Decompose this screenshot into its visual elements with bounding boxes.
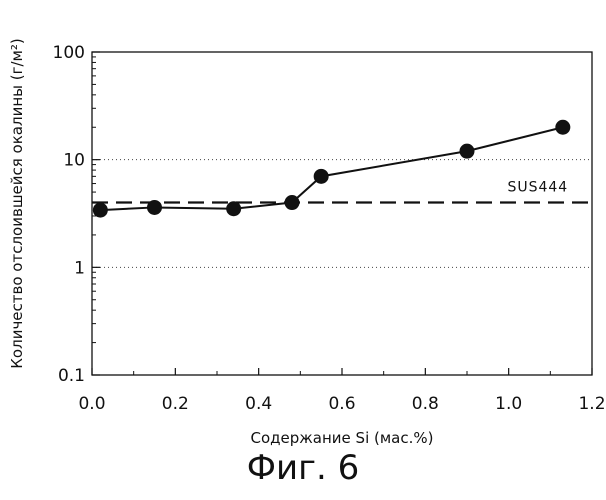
data-point xyxy=(313,168,329,184)
data-point xyxy=(555,119,571,135)
figure-caption: Фиг. 6 xyxy=(246,448,360,488)
tick-labels: 0.0 0.2 0.4 0.6 0.8 1.0 1.2 0.1 1 10 100 xyxy=(53,43,606,414)
y-tick-label: 0.1 xyxy=(58,366,85,386)
x-tick-label: 0.0 xyxy=(78,394,105,414)
data-point xyxy=(92,202,108,218)
series-line xyxy=(100,126,564,212)
data-point xyxy=(284,195,300,211)
x-tick-label: 0.6 xyxy=(328,394,355,414)
axes xyxy=(91,51,593,376)
y-tick-label: 100 xyxy=(53,43,85,63)
y-tick-label: 10 xyxy=(63,151,85,171)
data-point xyxy=(226,201,242,217)
grid-lines xyxy=(92,159,592,268)
data-point xyxy=(459,143,475,159)
x-tick-label: 0.8 xyxy=(412,394,439,414)
x-tick-label: 1.0 xyxy=(495,394,522,414)
x-tick-label: 1.2 xyxy=(578,394,605,414)
plot-frame xyxy=(91,51,593,376)
reference-line-label: SUS444 xyxy=(507,180,568,196)
x-tick-label: 0.4 xyxy=(245,394,272,414)
x-axis-title: Содержание Si (мас.%) xyxy=(251,429,434,447)
chart: 0.0 0.2 0.4 0.6 0.8 1.0 1.2 0.1 1 10 100 Содержани… xyxy=(8,38,606,447)
y-axis-title: Количество отслоившейся окалины (г/м²) xyxy=(8,38,26,368)
data-point xyxy=(147,199,162,215)
series-group xyxy=(92,119,571,218)
y-tick-label: 1 xyxy=(74,258,85,278)
x-tick-label: 0.2 xyxy=(162,394,189,414)
